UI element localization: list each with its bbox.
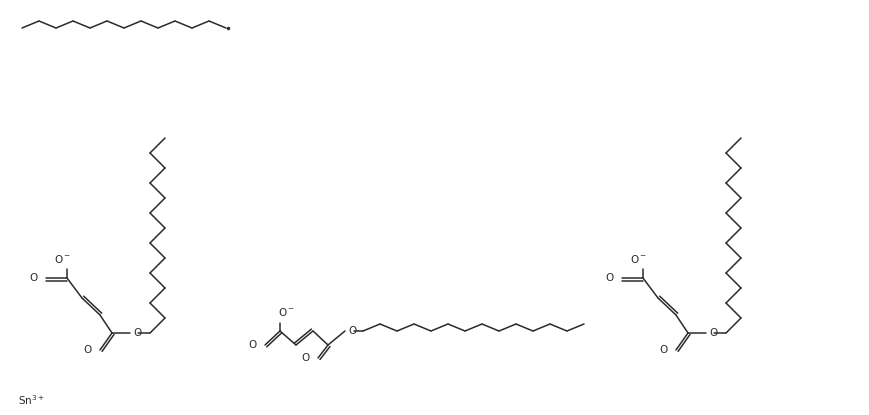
Text: O: O xyxy=(83,345,92,355)
Text: O: O xyxy=(30,273,38,283)
Text: O: O xyxy=(348,326,356,336)
Text: O: O xyxy=(133,328,142,338)
Text: O$^-$: O$^-$ xyxy=(54,253,70,265)
Text: O: O xyxy=(660,345,668,355)
Text: O$^-$: O$^-$ xyxy=(277,306,295,318)
Text: Sn$^{3+}$: Sn$^{3+}$ xyxy=(18,393,44,407)
Text: O: O xyxy=(249,340,257,350)
Text: O: O xyxy=(302,353,310,363)
Text: O: O xyxy=(606,273,614,283)
Text: O$^-$: O$^-$ xyxy=(629,253,647,265)
Text: O: O xyxy=(709,328,717,338)
